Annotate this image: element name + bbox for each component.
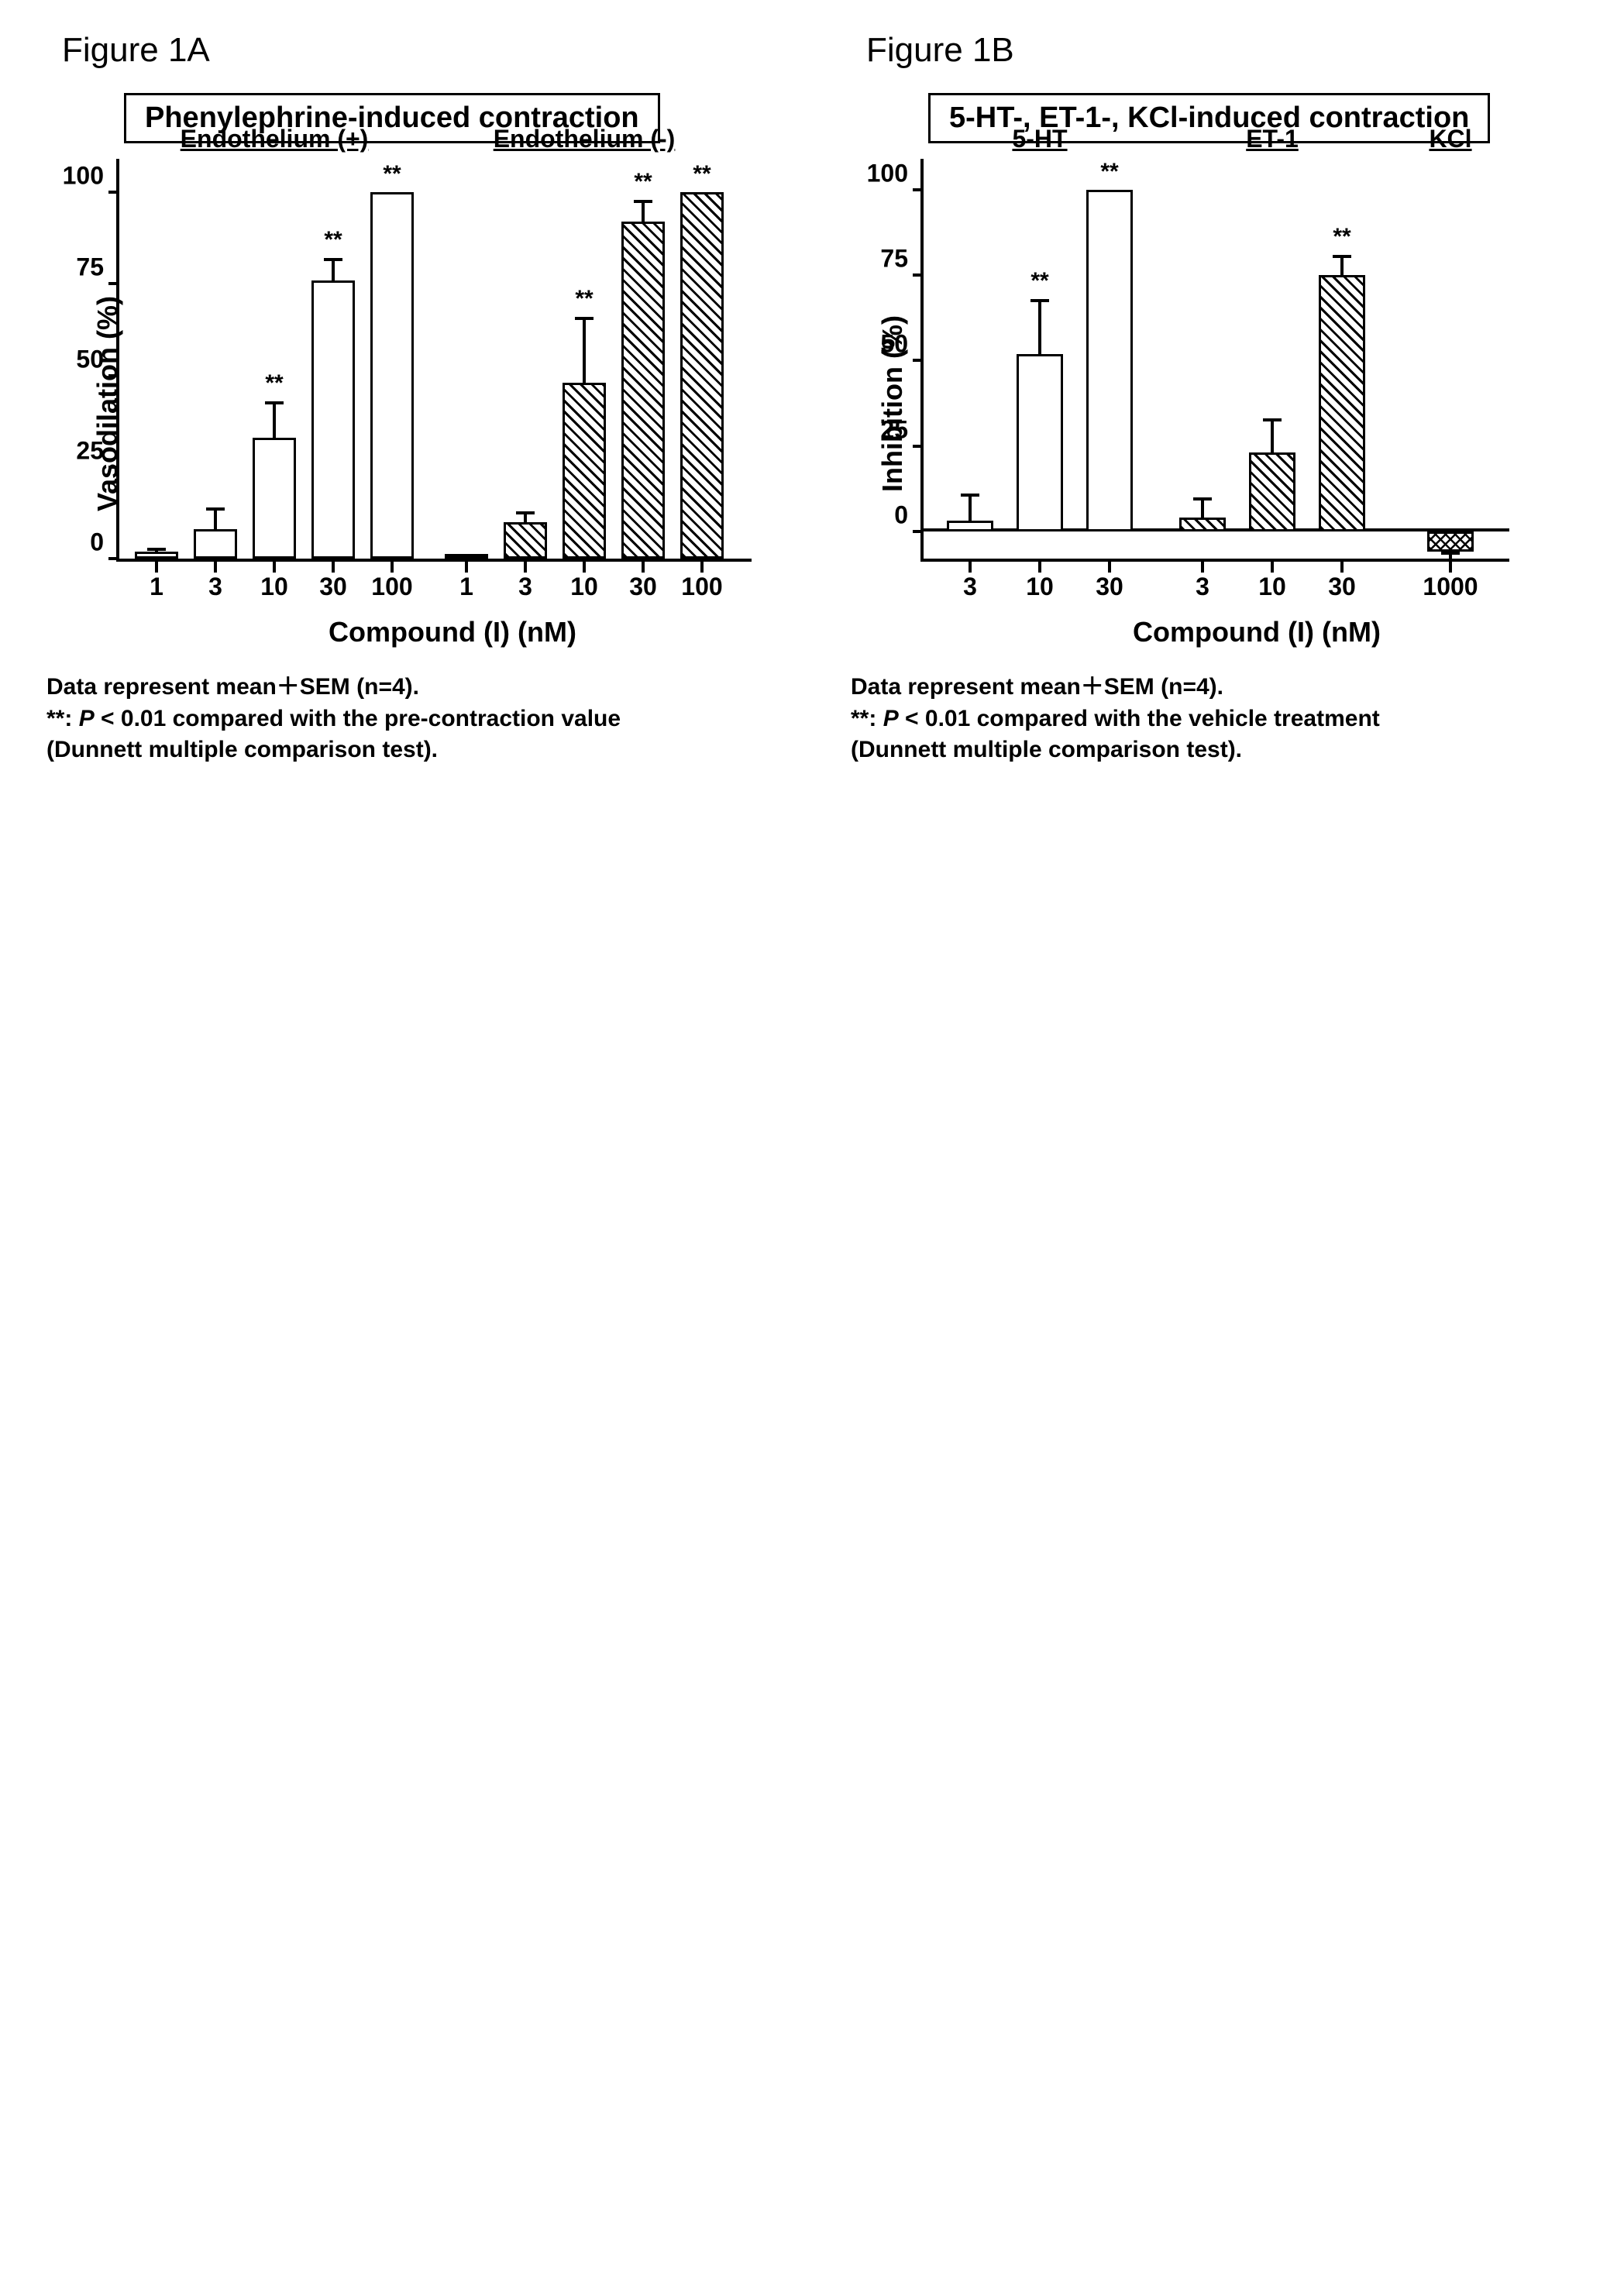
significance-marker: ** bbox=[1333, 224, 1350, 250]
x-tick-label: 30 bbox=[1096, 559, 1123, 601]
chart-b-plot: 02550751005-HT3**10**30ET-1310**30KCl100… bbox=[920, 159, 1509, 562]
x-tick-label: 10 bbox=[1258, 559, 1286, 601]
y-tick bbox=[108, 557, 119, 560]
panel-a: Figure 1A Phenylephrine-induced contract… bbox=[31, 31, 789, 766]
x-tick-label: 3 bbox=[208, 559, 222, 601]
error-bar bbox=[642, 200, 645, 222]
significance-marker: ** bbox=[693, 161, 710, 187]
significance-marker: ** bbox=[324, 227, 342, 253]
bar bbox=[311, 280, 355, 559]
group-header: Endothelium (-) bbox=[494, 125, 676, 153]
bar bbox=[1319, 275, 1365, 531]
error-bar bbox=[332, 258, 335, 280]
x-tick-label: 30 bbox=[629, 559, 657, 601]
bar bbox=[1427, 531, 1474, 552]
figure-a-title: Figure 1A bbox=[62, 31, 789, 70]
y-tick bbox=[108, 466, 119, 469]
significance-marker: ** bbox=[634, 169, 652, 195]
x-tick-label: 100 bbox=[371, 559, 412, 601]
y-tick-label: 75 bbox=[76, 253, 119, 282]
significance-marker: ** bbox=[1100, 159, 1118, 185]
x-tick-label: 10 bbox=[1026, 559, 1054, 601]
significance-marker: ** bbox=[383, 161, 401, 187]
error-bar bbox=[1038, 299, 1041, 353]
y-tick-label: 0 bbox=[894, 500, 924, 529]
y-tick-label: 50 bbox=[76, 345, 119, 373]
x-tick-label: 100 bbox=[681, 559, 722, 601]
y-tick bbox=[913, 445, 924, 448]
y-tick-label: 50 bbox=[880, 330, 924, 359]
y-tick-label: 100 bbox=[867, 160, 924, 188]
significance-marker: ** bbox=[1030, 268, 1048, 294]
bar bbox=[370, 192, 414, 559]
error-bar bbox=[524, 511, 527, 522]
bar bbox=[947, 521, 993, 531]
bar bbox=[253, 438, 296, 559]
y-tick-label: 25 bbox=[880, 415, 924, 444]
group-header: ET-1 bbox=[1246, 125, 1299, 153]
error-bar bbox=[1201, 497, 1204, 518]
group-header: KCl bbox=[1429, 125, 1471, 153]
x-tick-label: 30 bbox=[1328, 559, 1356, 601]
bar bbox=[1249, 452, 1295, 531]
chart-b-xlabel: Compound (I) (nM) bbox=[920, 616, 1593, 648]
bar bbox=[504, 522, 547, 559]
y-tick bbox=[108, 191, 119, 194]
group-header: 5-HT bbox=[1012, 125, 1067, 153]
bar bbox=[194, 529, 237, 559]
x-tick-label: 1 bbox=[150, 559, 163, 601]
significance-marker: ** bbox=[575, 286, 593, 312]
y-tick bbox=[108, 374, 119, 377]
bar bbox=[1017, 354, 1063, 531]
caption-line: Data represent mean＋SEM (n=4). bbox=[46, 672, 789, 703]
x-tick-label: 3 bbox=[518, 559, 532, 601]
figure-b-title: Figure 1B bbox=[866, 31, 1593, 70]
bar bbox=[1179, 518, 1226, 531]
error-bar bbox=[1271, 418, 1274, 452]
x-tick-label: 30 bbox=[319, 559, 347, 601]
chart-a-xlabel: Compound (I) (nM) bbox=[116, 616, 789, 648]
chart-a-plot: 0255075100Endothelium (+)13**10**30**100… bbox=[116, 159, 752, 562]
chart-b-wrap: Inhibition (%) 02550751005-HT3**10**30ET… bbox=[835, 159, 1593, 648]
group-header: Endothelium (+) bbox=[181, 125, 369, 153]
y-tick-label: 25 bbox=[76, 436, 119, 465]
caption-line: (Dunnett multiple comparison test). bbox=[46, 734, 789, 766]
x-tick-label: 1000 bbox=[1423, 559, 1478, 601]
caption-line: **: P < 0.01 compared with the vehicle t… bbox=[851, 703, 1593, 735]
y-tick bbox=[913, 273, 924, 277]
y-tick-label: 0 bbox=[90, 528, 119, 557]
y-tick-label: 75 bbox=[880, 245, 924, 273]
y-tick-label: 100 bbox=[63, 162, 119, 191]
page-row: Figure 1A Phenylephrine-induced contract… bbox=[31, 31, 1593, 766]
x-tick-label: 3 bbox=[1196, 559, 1209, 601]
error-bar bbox=[214, 507, 217, 529]
error-bar bbox=[583, 317, 586, 383]
caption-line: **: P < 0.01 compared with the pre-contr… bbox=[46, 703, 789, 735]
bar bbox=[563, 383, 606, 559]
x-tick-label: 10 bbox=[260, 559, 288, 601]
error-bar bbox=[273, 401, 276, 438]
error-bar bbox=[1340, 255, 1344, 275]
caption-line: Data represent mean＋SEM (n=4). bbox=[851, 672, 1593, 703]
error-bar bbox=[969, 494, 972, 521]
bar bbox=[680, 192, 724, 559]
bar bbox=[135, 552, 178, 559]
y-tick bbox=[108, 282, 119, 285]
figure-b-caption: Data represent mean＋SEM (n=4). **: P < 0… bbox=[851, 672, 1593, 766]
error-bar bbox=[155, 548, 158, 552]
figure-a-caption: Data represent mean＋SEM (n=4). **: P < 0… bbox=[46, 672, 789, 766]
panel-b: Figure 1B 5-HT-, ET-1-, KCl-induced cont… bbox=[835, 31, 1593, 766]
x-tick-label: 3 bbox=[963, 559, 977, 601]
x-tick-label: 10 bbox=[570, 559, 598, 601]
significance-marker: ** bbox=[265, 370, 283, 397]
x-tick-label: 1 bbox=[459, 559, 473, 601]
bar bbox=[1086, 190, 1133, 531]
bar bbox=[621, 222, 665, 559]
y-tick bbox=[913, 530, 924, 533]
y-tick bbox=[913, 188, 924, 191]
y-tick bbox=[913, 359, 924, 362]
caption-line: (Dunnett multiple comparison test). bbox=[851, 734, 1593, 766]
chart-a-wrap: Vasodilation (%) 0255075100Endothelium (… bbox=[31, 159, 789, 648]
